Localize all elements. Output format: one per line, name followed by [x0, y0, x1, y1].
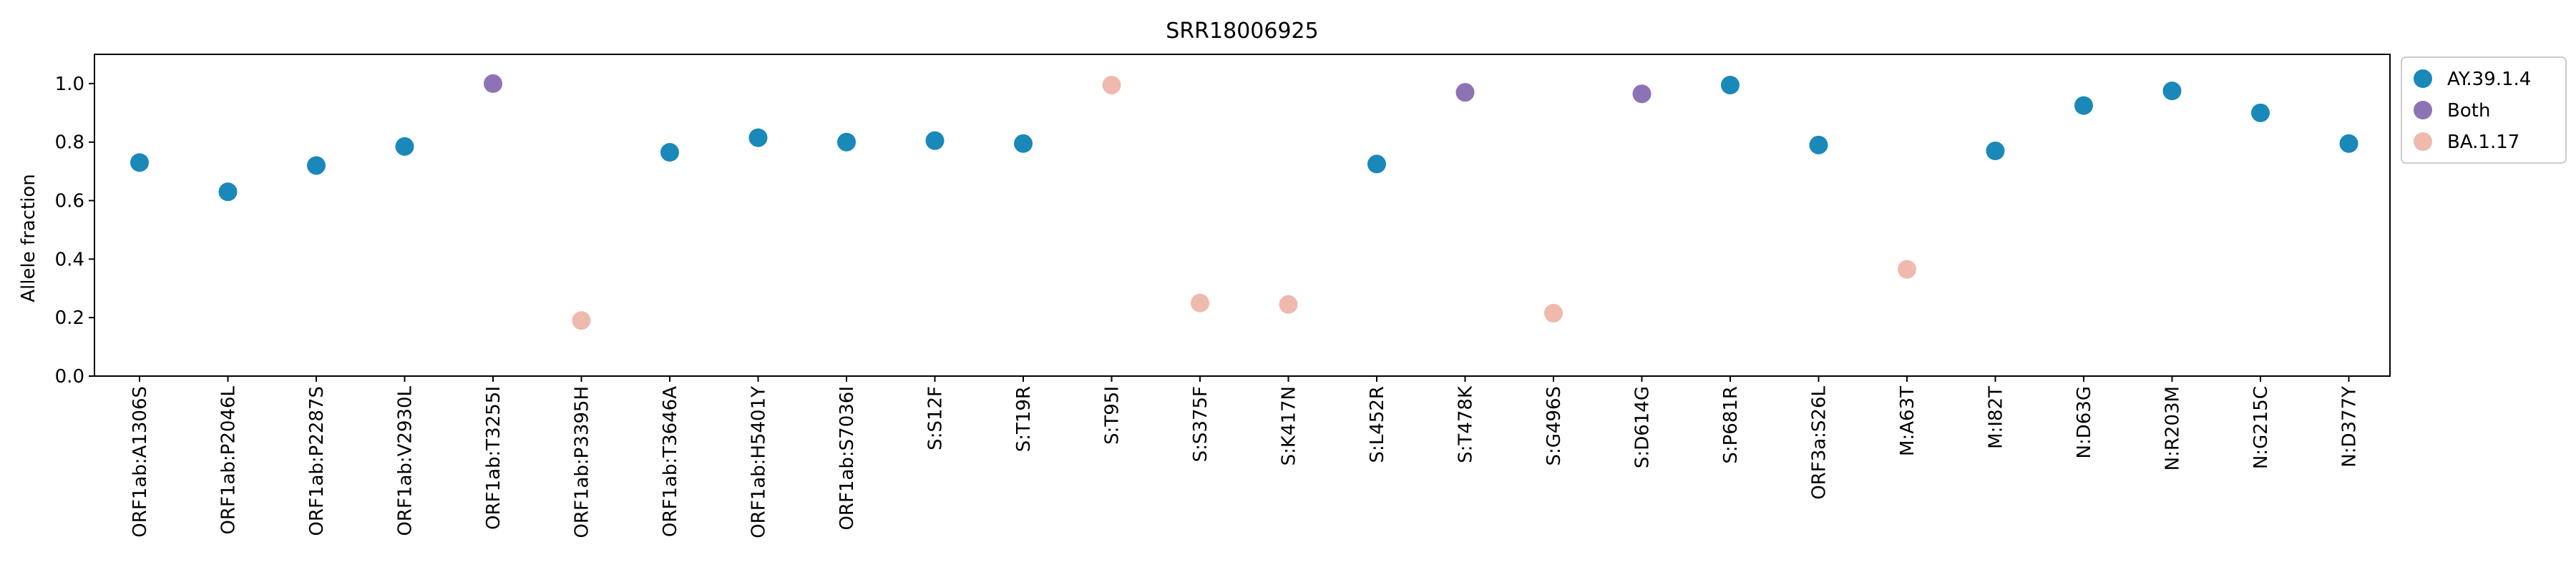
y-axis-label: Allele fraction: [18, 174, 39, 302]
data-point: [925, 131, 945, 150]
y-axis-ticks: 0.0 0.2 0.4 0.6 0.8 1.0: [55, 74, 94, 388]
data-points: [130, 74, 2358, 330]
legend-label: AY.39.1.4: [2447, 69, 2531, 90]
data-point: [130, 153, 149, 172]
x-tick-label: ORF1ab:S7036I: [836, 386, 858, 531]
data-point: [837, 132, 856, 152]
x-tick-label: N:D63G: [2074, 386, 2095, 458]
legend-marker: [2414, 101, 2432, 119]
legend-marker: [2414, 69, 2432, 88]
x-tick-label: ORF1ab:P3395H: [572, 386, 593, 538]
data-point: [1279, 295, 1298, 314]
x-axis-ticks: ORF1ab:A1306S ORF1ab:P2046L ORF1ab:P2287S O…: [130, 376, 2361, 538]
x-tick-label: S:D614G: [1632, 386, 1654, 468]
legend-label: BA.1.17: [2447, 132, 2519, 153]
data-point: [2162, 82, 2182, 101]
y-tick-label: 0.8: [55, 132, 84, 154]
data-point: [572, 311, 591, 330]
y-tick-label: 0.0: [55, 366, 84, 388]
x-tick-label: N:G215C: [2250, 386, 2272, 469]
x-tick-label: ORF1ab:V2930L: [395, 385, 416, 536]
x-tick-label: S:T19R: [1013, 386, 1035, 452]
data-point: [307, 156, 326, 175]
chart-title: SRR18006925: [1166, 19, 1318, 44]
y-tick-label: 0.6: [55, 191, 84, 212]
x-tick-label: S:K417N: [1279, 386, 1300, 465]
legend: AY.39.1.4 Both BA.1.17: [2401, 56, 2567, 164]
x-tick-label: ORF1ab:H5401Y: [748, 386, 770, 538]
x-tick-label: ORF1ab:T3646A: [660, 386, 681, 537]
data-point: [2251, 103, 2270, 122]
data-point: [484, 74, 502, 93]
x-tick-label: M:A63T: [1897, 386, 1918, 456]
x-tick-label: S:T95I: [1102, 386, 1123, 445]
x-tick-label: ORF3a:S26L: [1809, 385, 1830, 499]
y-tick-label: 1.0: [55, 74, 84, 95]
x-tick-label: ORF1ab:A1306S: [130, 386, 151, 538]
data-point: [1455, 83, 1475, 102]
x-tick-label: M:I82T: [1986, 386, 2007, 449]
data-point: [1191, 293, 1209, 312]
data-point: [395, 137, 414, 156]
y-tick-label: 0.2: [55, 307, 84, 329]
data-point: [1898, 260, 1916, 279]
data-point: [218, 182, 238, 202]
legend-frame: [2401, 56, 2567, 164]
data-point: [1721, 75, 1740, 94]
data-point: [1632, 84, 1652, 104]
data-point: [660, 143, 679, 162]
x-tick-label: S:L452R: [1367, 386, 1388, 463]
legend-marker: [2414, 132, 2432, 151]
x-tick-label: N:R203M: [2162, 386, 2184, 470]
data-point: [1014, 134, 1033, 153]
data-point: [748, 128, 768, 147]
data-point: [1367, 154, 1386, 174]
data-point: [2339, 134, 2358, 153]
x-tick-label: ORF1ab:T3255I: [483, 386, 504, 530]
x-tick-label: S:S375F: [1190, 386, 1211, 462]
x-tick-label: ORF1ab:P2287S: [306, 386, 328, 536]
data-point: [1986, 142, 2005, 160]
data-point: [1809, 135, 1828, 154]
data-point: [1544, 304, 1563, 323]
plot-area-frame: [94, 54, 2391, 377]
x-tick-label: ORF1ab:P2046L: [218, 385, 240, 534]
x-tick-label: S:P681R: [1720, 386, 1742, 464]
x-tick-label: S:T478K: [1455, 385, 1477, 463]
x-tick-label: S:S12F: [925, 386, 947, 450]
x-tick-label: N:D377Y: [2339, 386, 2361, 468]
y-tick-label: 0.4: [55, 249, 84, 270]
data-point: [1102, 75, 1121, 94]
legend-label: Both: [2447, 100, 2490, 122]
data-point: [2074, 96, 2093, 115]
x-tick-label: S:G496S: [1543, 386, 1565, 466]
